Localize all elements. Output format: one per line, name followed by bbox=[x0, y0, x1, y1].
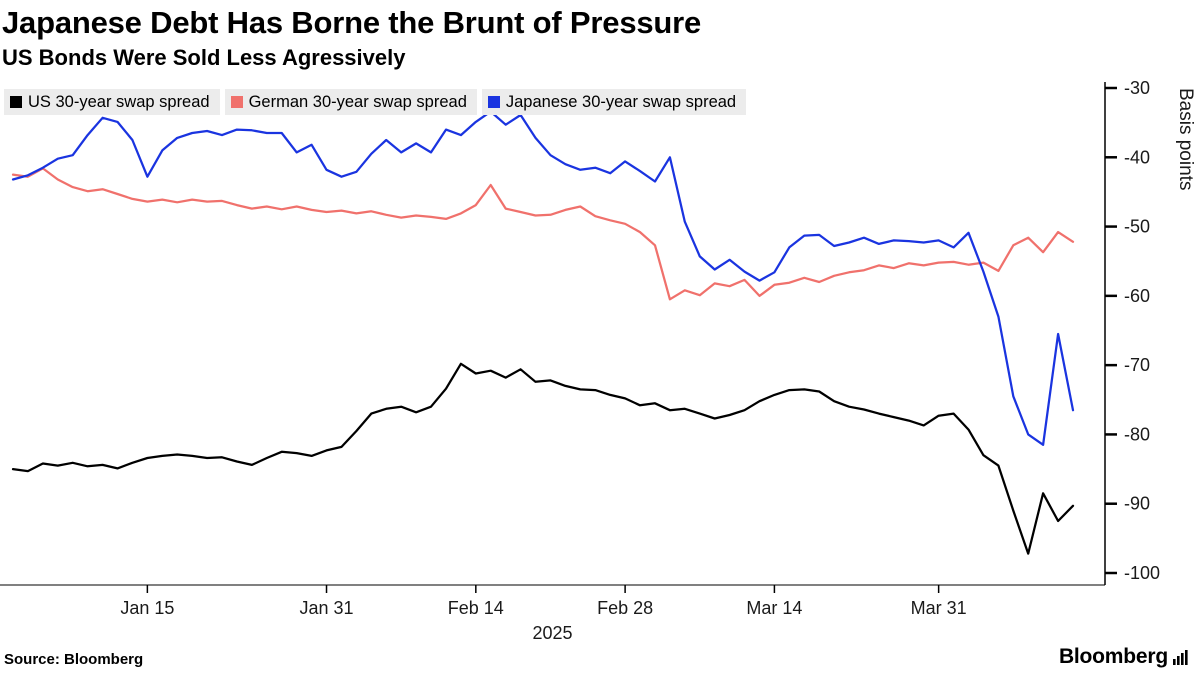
y-axis-tick-label: -100 bbox=[1124, 563, 1160, 583]
y-axis-tick-label: -30 bbox=[1124, 78, 1150, 98]
y-axis-tick-label: -60 bbox=[1124, 286, 1150, 306]
series-line-1 bbox=[11, 167, 1075, 301]
legend-label-german: German 30-year swap spread bbox=[248, 93, 467, 111]
legend-item-german: German 30-year swap spread bbox=[224, 89, 477, 116]
page-title: Japanese Debt Has Borne the Brunt of Pre… bbox=[2, 5, 702, 40]
legend-label-us: US 30-year swap spread bbox=[28, 93, 210, 111]
y-axis-tick-label: -70 bbox=[1124, 355, 1150, 375]
x-axis-title: 2025 bbox=[532, 623, 573, 643]
x-axis-tick-label: Feb 28 bbox=[597, 598, 653, 618]
legend-swatch-german bbox=[230, 96, 243, 109]
y-axis-tick-label: -80 bbox=[1124, 424, 1150, 444]
y-axis-title: Basis points bbox=[1175, 88, 1196, 191]
source-attribution: Source: Bloomberg bbox=[4, 651, 144, 668]
y-axis-tick-label: -40 bbox=[1124, 147, 1150, 167]
series-line-0 bbox=[11, 362, 1075, 555]
legend-item-us: US 30-year swap spread bbox=[4, 89, 220, 116]
bloomberg-logo-icon bbox=[1173, 649, 1188, 665]
bloomberg-logo: Bloomberg bbox=[1059, 645, 1188, 669]
y-axis-tick-label: -90 bbox=[1124, 494, 1150, 514]
x-axis-tick-label: Mar 31 bbox=[911, 598, 967, 618]
page-subtitle: US Bonds Were Sold Less Agressively bbox=[2, 45, 406, 70]
y-axis-tick-label: -50 bbox=[1124, 217, 1150, 237]
chart-legend: US 30-year swap spread German 30-year sw… bbox=[4, 89, 747, 116]
x-axis-tick-label: Feb 14 bbox=[448, 598, 504, 618]
x-axis-tick-label: Jan 15 bbox=[120, 598, 174, 618]
bloomberg-logo-text: Bloomberg bbox=[1058, 645, 1168, 668]
legend-label-japanese: Japanese 30-year swap spread bbox=[505, 93, 737, 111]
x-axis-tick-label: Jan 31 bbox=[299, 598, 353, 618]
legend-swatch-japanese bbox=[487, 96, 500, 109]
series-line-2 bbox=[11, 110, 1075, 446]
legend-item-japanese: Japanese 30-year swap spread bbox=[481, 89, 747, 116]
legend-swatch-us bbox=[10, 96, 22, 109]
x-axis-tick-label: Mar 14 bbox=[746, 598, 802, 618]
